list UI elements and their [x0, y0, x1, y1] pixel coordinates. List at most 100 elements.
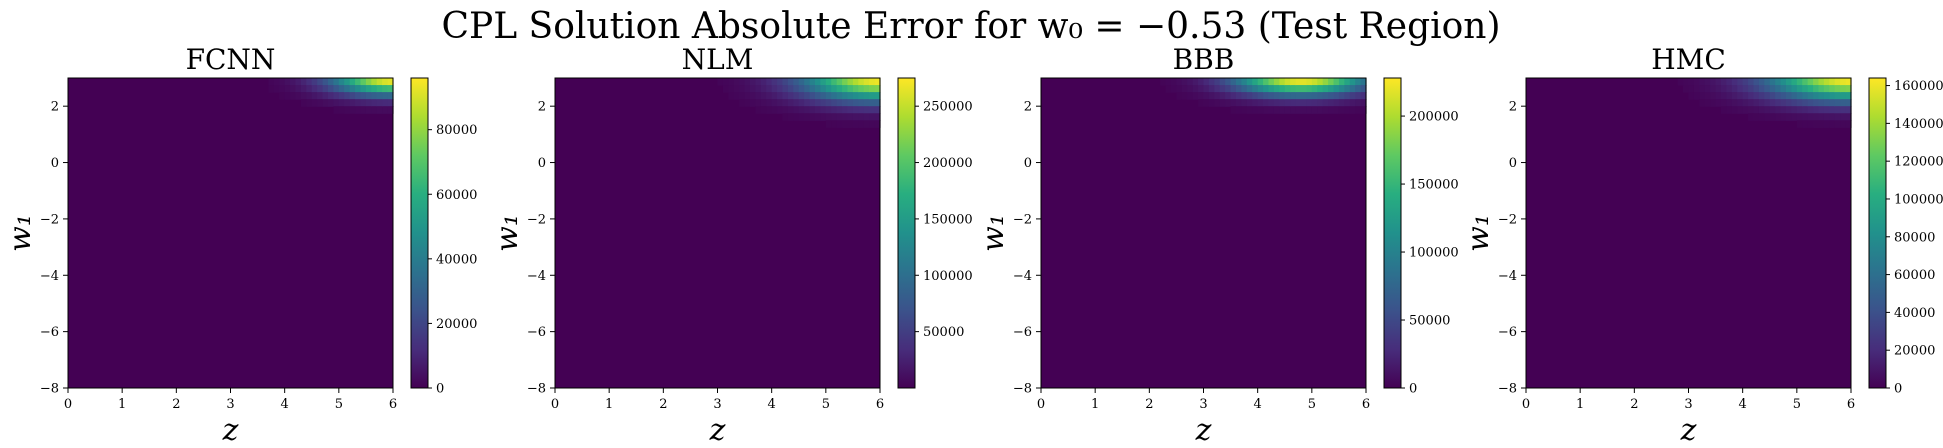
- heatmap-cell: [755, 92, 762, 100]
- heatmap-cell: [349, 106, 356, 114]
- colorbar-tick-label: 40000: [436, 252, 477, 267]
- heatmap-cell: [1758, 78, 1765, 86]
- heatmap-cell: [382, 106, 389, 114]
- heatmap-cell: [1693, 85, 1700, 93]
- x-tick-label: 2: [172, 397, 180, 412]
- heatmap-cell: [1807, 78, 1814, 86]
- heatmap-cell: [338, 92, 345, 100]
- heatmap-cell: [809, 106, 816, 114]
- heatmap-cell: [1225, 92, 1232, 100]
- heatmap-cell: [1328, 78, 1335, 86]
- heatmap-cell: [831, 78, 838, 86]
- heatmap-cell: [1279, 99, 1286, 107]
- y-tick-label: 2: [538, 100, 546, 115]
- colorbar: [1868, 77, 1887, 389]
- heatmap-cell: [1171, 78, 1178, 86]
- heatmap-cell: [1818, 113, 1825, 121]
- heatmap-cell: [306, 99, 313, 107]
- heatmap-cell: [284, 92, 291, 100]
- heatmap-cell: [365, 85, 372, 93]
- heatmap-cell: [1160, 78, 1167, 86]
- heatmap-cell: [804, 113, 811, 121]
- heatmap-cell: [852, 113, 859, 121]
- heatmap-cell: [1192, 78, 1199, 86]
- heatmap-cell: [1769, 99, 1776, 107]
- heatmap-cell: [1710, 78, 1717, 86]
- heatmap-cell: [1349, 85, 1356, 93]
- heatmap-cell: [1786, 99, 1793, 107]
- heatmap-cell: [728, 92, 735, 100]
- heatmap-cell: [771, 99, 778, 107]
- heatmap-cell: [1306, 99, 1313, 107]
- heatmap-cell: [1802, 120, 1809, 128]
- heatmap-cell: [1246, 106, 1253, 114]
- heatmap-cell: [344, 92, 351, 100]
- colorbar-tick-label: 40000: [1894, 306, 1935, 321]
- heatmap-cell: [760, 85, 767, 93]
- y-tick-label: 2: [51, 100, 59, 115]
- heatmap-cell: [295, 78, 302, 86]
- heatmap-cell: [371, 78, 378, 86]
- heatmap-cell: [1301, 99, 1308, 107]
- y-tick-label: −6: [1013, 325, 1032, 340]
- heatmap-cell: [1311, 78, 1318, 86]
- heatmap-cell: [847, 106, 854, 114]
- y-tick-label: −4: [1013, 269, 1032, 284]
- heatmap-cell: [387, 106, 394, 114]
- heatmap-cell: [733, 85, 740, 93]
- heatmap-cell: [1203, 92, 1210, 100]
- heatmap-cell: [1236, 78, 1243, 86]
- heatmap-cell: [1263, 85, 1270, 93]
- heatmap-cell: [1284, 99, 1291, 107]
- heatmap-cell: [1753, 85, 1760, 93]
- heatmap-cell: [360, 106, 367, 114]
- heatmap-cell: [1748, 99, 1755, 107]
- heatmap-cell: [874, 92, 881, 100]
- heatmap-cell: [874, 113, 881, 121]
- heatmap-cell: [787, 106, 794, 114]
- heatmap-cell: [739, 92, 746, 100]
- heatmap-cell: [1284, 78, 1291, 86]
- heatmap-cell: [273, 78, 280, 86]
- heatmap-cell: [290, 78, 297, 86]
- heatmap-cell: [831, 99, 838, 107]
- heatmap-cell: [1355, 92, 1362, 100]
- heatmap-cell: [1214, 92, 1221, 100]
- heatmap-cell: [836, 92, 843, 100]
- heatmap-cell: [1208, 92, 1215, 100]
- heatmap-cell: [338, 99, 345, 107]
- heatmap-cell: [1807, 120, 1814, 128]
- chart-panel-bbb: 0 1 2 3 4 5 6 −8 −6 −4 −2 0 2 BBB z w₁ 0 50000 100000 15000…: [976, 43, 1459, 448]
- heatmap-cell: [1257, 92, 1264, 100]
- heatmap-cell: [317, 99, 324, 107]
- heatmap-cell: [1791, 106, 1798, 114]
- heatmap-cell: [365, 106, 372, 114]
- heatmap-cell: [365, 99, 372, 107]
- colorbar-tick-label: 0: [1409, 382, 1417, 397]
- heatmap-cell: [1753, 113, 1760, 121]
- heatmap-background: [1041, 78, 1366, 388]
- heatmap-cell: [1753, 92, 1760, 100]
- heatmap-cell: [750, 78, 757, 86]
- heatmap-cell: [1764, 85, 1771, 93]
- heatmap-cell: [760, 92, 767, 100]
- heatmap-cell: [836, 106, 843, 114]
- x-tick-label: 6: [1847, 397, 1855, 412]
- heatmap-cell: [1290, 92, 1297, 100]
- heatmap-cell: [1171, 85, 1178, 93]
- heatmap-cell: [1214, 99, 1221, 107]
- heatmap-cell: [1349, 99, 1356, 107]
- heatmap-cell: [804, 85, 811, 93]
- y-tick-label: −4: [527, 269, 546, 284]
- heatmap-cell: [1764, 113, 1771, 121]
- heatmap-cell: [1263, 106, 1270, 114]
- x-tick-label: 2: [1145, 397, 1153, 412]
- heatmap-cell: [1807, 113, 1814, 121]
- heatmap-cells: [268, 78, 394, 114]
- heatmap-cell: [355, 99, 362, 107]
- heatmap-cell: [1769, 113, 1776, 121]
- heatmap-cell: [1726, 85, 1733, 93]
- heatmap-cell: [1780, 85, 1787, 93]
- heatmap-cell: [755, 99, 762, 107]
- y-tick-label: −4: [1498, 269, 1517, 284]
